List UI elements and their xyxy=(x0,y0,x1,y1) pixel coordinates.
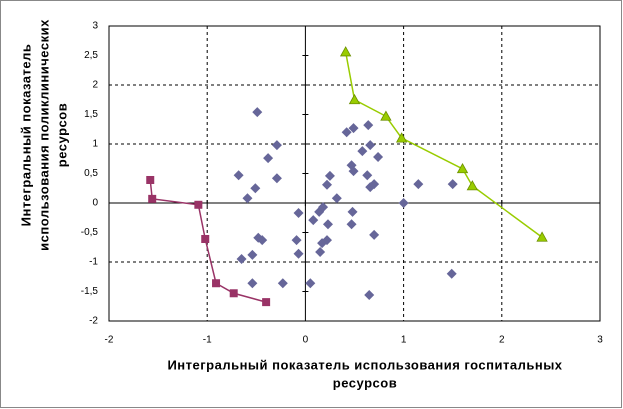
data-point xyxy=(263,153,274,164)
y-tick-label: 3 xyxy=(92,21,98,32)
data-point xyxy=(369,179,380,190)
x-tick-label: -2 xyxy=(105,335,114,346)
data-point xyxy=(308,215,319,226)
x-axis-title: Интегральный показатель использования го… xyxy=(167,357,562,372)
data-point xyxy=(247,249,258,260)
data-point xyxy=(369,229,380,240)
data-point xyxy=(413,179,424,190)
y-tick-label: 1 xyxy=(92,139,98,150)
y-axis-title: использования поликлинических xyxy=(36,19,51,251)
data-point xyxy=(293,248,304,259)
data-point xyxy=(331,193,342,204)
x-tick-label: -1 xyxy=(203,335,212,346)
y-axis-title: Интегральный показатель xyxy=(18,44,33,227)
data-point xyxy=(339,46,352,57)
data-point xyxy=(324,170,335,181)
data-point xyxy=(447,179,458,190)
y-tick-label: -0,5 xyxy=(81,227,99,238)
data-point xyxy=(322,235,333,246)
data-point xyxy=(348,166,359,177)
data-point xyxy=(362,170,373,181)
data-point xyxy=(262,298,271,307)
data-point xyxy=(380,110,392,121)
data-point xyxy=(252,107,263,118)
y-tick-label: -1,5 xyxy=(81,286,99,297)
data-point xyxy=(446,268,457,279)
data-point xyxy=(346,219,357,230)
data-point xyxy=(293,208,304,219)
data-point xyxy=(277,278,288,289)
x-tick-label: 0 xyxy=(303,335,309,346)
x-tick-label: 2 xyxy=(499,335,505,346)
data-point xyxy=(291,235,302,246)
data-point xyxy=(257,235,268,246)
x-tick-label: 3 xyxy=(597,335,603,346)
data-point xyxy=(341,127,352,138)
data-point xyxy=(201,234,210,243)
data-point xyxy=(456,162,469,174)
data-point xyxy=(322,179,333,190)
data-point xyxy=(365,140,376,151)
y-axis-title: ресурсов xyxy=(54,103,69,167)
x-axis-title: ресурсов xyxy=(333,375,397,390)
data-point xyxy=(194,200,203,209)
data-point xyxy=(271,140,282,151)
y-tick-label: 1,5 xyxy=(84,109,98,120)
data-point xyxy=(148,194,157,203)
data-point xyxy=(318,202,329,213)
data-point xyxy=(146,175,155,184)
data-point xyxy=(236,254,247,265)
data-point xyxy=(305,278,316,289)
data-point xyxy=(348,93,361,105)
y-tick-label: 0,5 xyxy=(84,168,98,179)
data-point xyxy=(247,278,258,289)
data-point xyxy=(373,151,384,162)
data-point xyxy=(322,219,333,230)
y-tick-label: 2 xyxy=(92,80,98,91)
data-point xyxy=(229,289,238,298)
data-point xyxy=(363,120,374,131)
y-tick-label: -1 xyxy=(89,257,98,268)
y-tick-label: 2,5 xyxy=(84,50,98,61)
data-point xyxy=(212,279,221,288)
data-point xyxy=(466,180,479,191)
data-point xyxy=(357,146,368,157)
data-point xyxy=(250,183,261,194)
data-point xyxy=(271,173,282,184)
x-tick-label: 1 xyxy=(401,335,407,346)
data-point xyxy=(364,290,375,301)
data-point xyxy=(347,206,358,217)
y-tick-label: -2 xyxy=(89,316,98,327)
data-point xyxy=(315,246,326,257)
data-point xyxy=(348,123,359,134)
y-tick-label: 0 xyxy=(92,198,98,209)
data-point xyxy=(395,132,408,143)
data-point xyxy=(233,170,244,181)
data-point xyxy=(398,198,409,208)
data-point xyxy=(242,193,253,204)
data-point xyxy=(536,231,548,242)
